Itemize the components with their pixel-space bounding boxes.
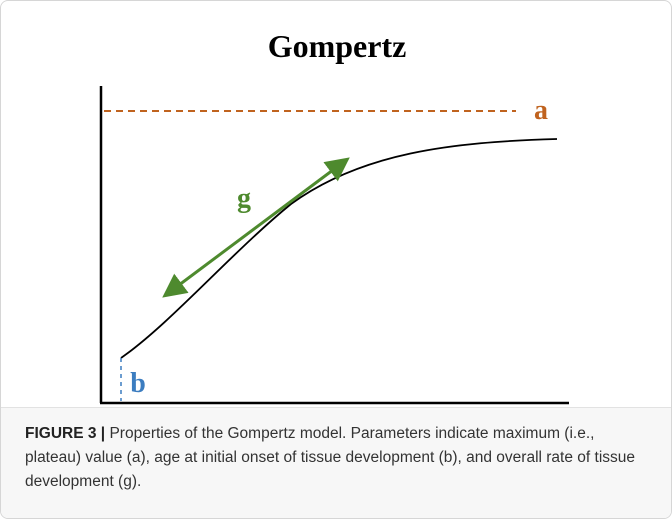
- title: Gompertz: [268, 28, 407, 64]
- diagram: Gompertz a g b: [99, 28, 569, 405]
- label-b: b: [130, 368, 146, 399]
- caption-label: FIGURE 3 |: [25, 425, 106, 442]
- caption-text: Properties of the Gompertz model. Parame…: [25, 425, 636, 490]
- curve: [120, 138, 558, 359]
- label-a: a: [534, 95, 548, 126]
- caption: FIGURE 3 | Properties of the Gompertz mo…: [1, 407, 671, 518]
- label-g: g: [237, 183, 251, 214]
- rate-arrow: [162, 157, 350, 298]
